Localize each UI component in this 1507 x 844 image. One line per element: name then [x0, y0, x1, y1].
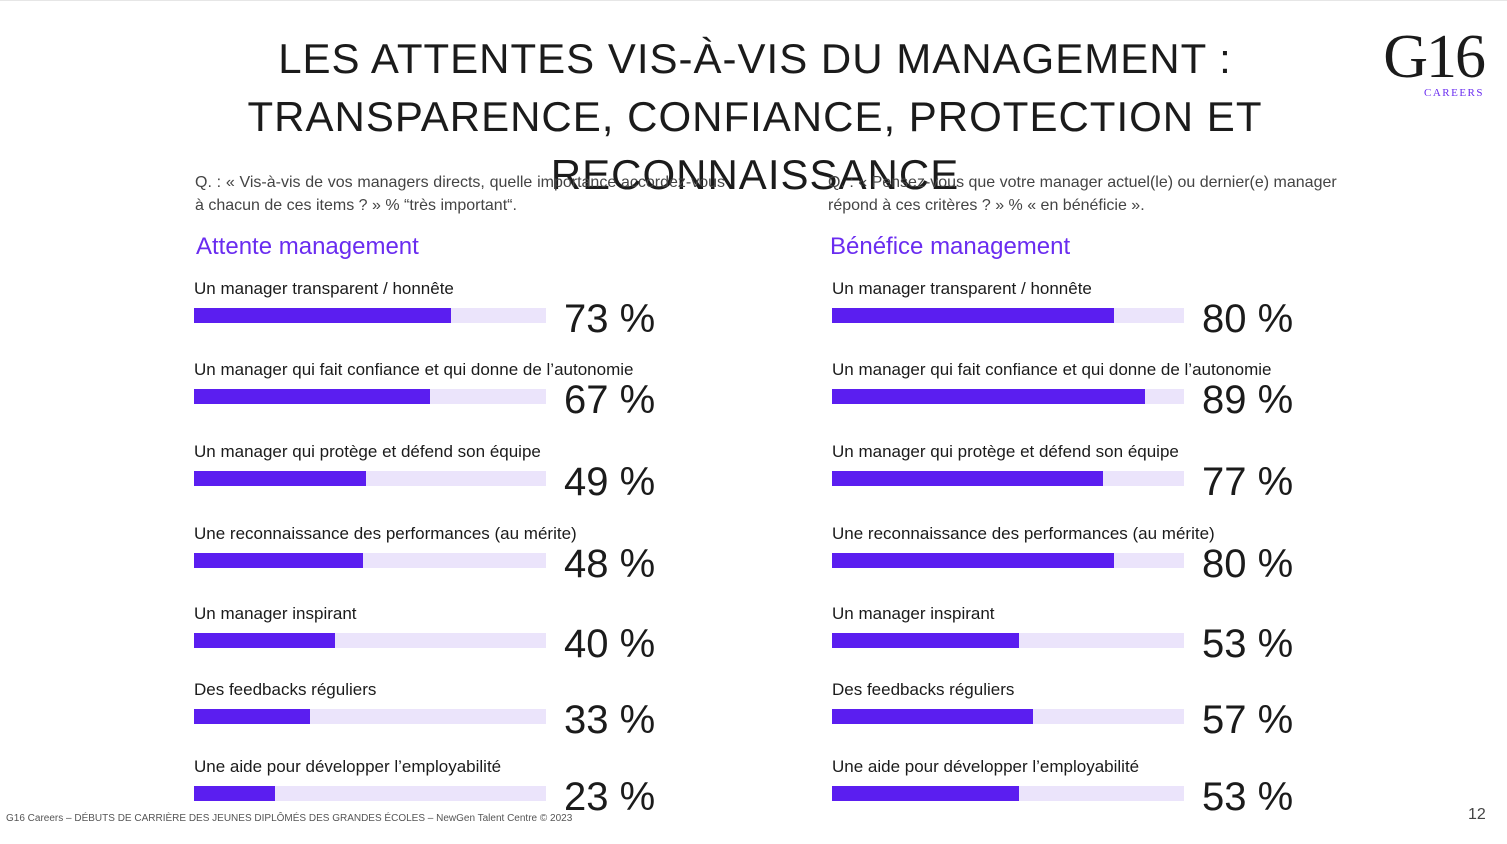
attente-category-label-1: Un manager transparent / honnête: [194, 279, 454, 298]
attente-category-label-2: Un manager qui fait confiance et qui don…: [194, 360, 634, 379]
benefice-category-label-7: Une aide pour développer l’employabilité: [832, 757, 1140, 776]
attente-row-3: Un manager qui protège et défend son équ…: [194, 441, 694, 521]
top-rule: [0, 0, 1507, 1]
attente-bar-4: [194, 553, 363, 568]
benefice-bar-track-5: [832, 633, 1184, 648]
page-title-line-2: TRANSPARENCE, CONFIANCE, PROTECTION ET R…: [247, 93, 1263, 198]
benefice-bar-6: [832, 709, 1033, 724]
attente-bar-track-5: [194, 633, 546, 648]
attente-value-label-3: 49 %: [564, 460, 656, 504]
page-title-line-1: LES ATTENTES VIS-À-VIS DU MANAGEMENT :: [278, 35, 1232, 82]
attente-category-label-6: Des feedbacks réguliers: [194, 680, 377, 699]
attente-bar-track-3: [194, 471, 546, 486]
benefice-row-2: Un manager qui fait confiance et qui don…: [832, 359, 1332, 439]
logo-subtitle: CAREERS: [1423, 87, 1484, 99]
benefice-row-6: Des feedbacks réguliers 57 %: [832, 679, 1332, 759]
g16-careers-logo: G16 CAREERS: [1372, 24, 1492, 104]
benefice-bar-4: [832, 553, 1114, 568]
attente-value-label-1: 73 %: [564, 297, 656, 341]
attente-bar-7: [194, 786, 275, 801]
page-title: LES ATTENTES VIS-À-VIS DU MANAGEMENT : T…: [60, 30, 1450, 204]
benefice-category-label-6: Des feedbacks réguliers: [832, 680, 1015, 699]
benefice-bar-track-2: [832, 389, 1184, 404]
attente-bar-1: [194, 308, 451, 323]
benefice-category-label-4: Une reconnaissance des performances (au …: [832, 524, 1215, 543]
attente-value-label-7: 23 %: [564, 775, 656, 819]
attente-bar-5: [194, 633, 335, 648]
footer-text: G16 Careers – DÉBUTS DE CARRIÈRE DES JEU…: [6, 813, 573, 824]
attente-value-label-4: 48 %: [564, 542, 656, 586]
attente-row-5: Un manager inspirant 40 %: [194, 603, 694, 683]
attente-bar-track-7: [194, 786, 546, 801]
benefice-category-label-2: Un manager qui fait confiance et qui don…: [832, 360, 1272, 379]
chart-title-attente: Attente management: [196, 233, 419, 260]
benefice-row-3: Un manager qui protège et défend son équ…: [832, 441, 1332, 521]
benefice-bar-track-6: [832, 709, 1184, 724]
attente-category-label-7: Une aide pour développer l’employabilité: [194, 757, 502, 776]
benefice-bar-1: [832, 308, 1114, 323]
benefice-bar-2: [832, 389, 1146, 404]
benefice-value-label-4: 80 %: [1202, 542, 1294, 586]
attente-row-4: Une reconnaissance des performances (au …: [194, 523, 694, 603]
benefice-value-label-7: 53 %: [1202, 775, 1294, 819]
attente-bar-2: [194, 389, 430, 404]
question-left: Q. : « Vis-à-vis de vos managers directs…: [195, 174, 725, 214]
page-number: 12: [1468, 806, 1486, 823]
benefice-bar-3: [832, 471, 1104, 486]
question-right: Q. : « Pensez-vous que votre manager act…: [828, 174, 1337, 214]
attente-bar-track-2: [194, 389, 546, 404]
attente-row-1: Un manager transparent / honnête 73 %: [194, 278, 694, 358]
benefice-bar-7: [832, 786, 1019, 801]
benefice-row-7: Une aide pour développer l’employabilité…: [832, 756, 1332, 836]
benefice-bar-track-4: [832, 553, 1184, 568]
benefice-value-label-6: 57 %: [1202, 698, 1294, 742]
benefice-category-label-1: Un manager transparent / honnête: [832, 279, 1092, 298]
attente-row-6: Des feedbacks réguliers 33 %: [194, 679, 694, 759]
benefice-bar-track-1: [832, 308, 1184, 323]
benefice-value-label-1: 80 %: [1202, 297, 1294, 341]
attente-bar-track-4: [194, 553, 546, 568]
benefice-bar-track-3: [832, 471, 1184, 486]
attente-row-2: Un manager qui fait confiance et qui don…: [194, 359, 694, 439]
benefice-row-5: Un manager inspirant 53 %: [832, 603, 1332, 683]
attente-value-label-6: 33 %: [564, 698, 656, 742]
attente-bar-track-6: [194, 709, 546, 724]
logo-mark: G16: [1383, 23, 1486, 91]
benefice-category-label-3: Un manager qui protège et défend son équ…: [832, 442, 1179, 461]
attente-category-label-4: Une reconnaissance des performances (au …: [194, 524, 577, 543]
benefice-row-4: Une reconnaissance des performances (au …: [832, 523, 1332, 603]
benefice-bar-5: [832, 633, 1019, 648]
benefice-row-1: Un manager transparent / honnête 80 %: [832, 278, 1332, 358]
attente-category-label-5: Un manager inspirant: [194, 604, 357, 623]
attente-value-label-2: 67 %: [564, 378, 656, 422]
benefice-bar-track-7: [832, 786, 1184, 801]
attente-bar-track-1: [194, 308, 546, 323]
benefice-value-label-3: 77 %: [1202, 460, 1294, 504]
attente-row-7: Une aide pour développer l’employabilité…: [194, 756, 694, 836]
benefice-value-label-2: 89 %: [1202, 378, 1294, 422]
attente-bar-6: [194, 709, 311, 724]
benefice-value-label-5: 53 %: [1202, 622, 1294, 666]
attente-category-label-3: Un manager qui protège et défend son équ…: [194, 442, 541, 461]
attente-value-label-5: 40 %: [564, 622, 656, 666]
benefice-category-label-5: Un manager inspirant: [832, 604, 995, 623]
chart-title-benefice: Bénéfice management: [830, 233, 1071, 260]
attente-bar-3: [194, 471, 367, 486]
